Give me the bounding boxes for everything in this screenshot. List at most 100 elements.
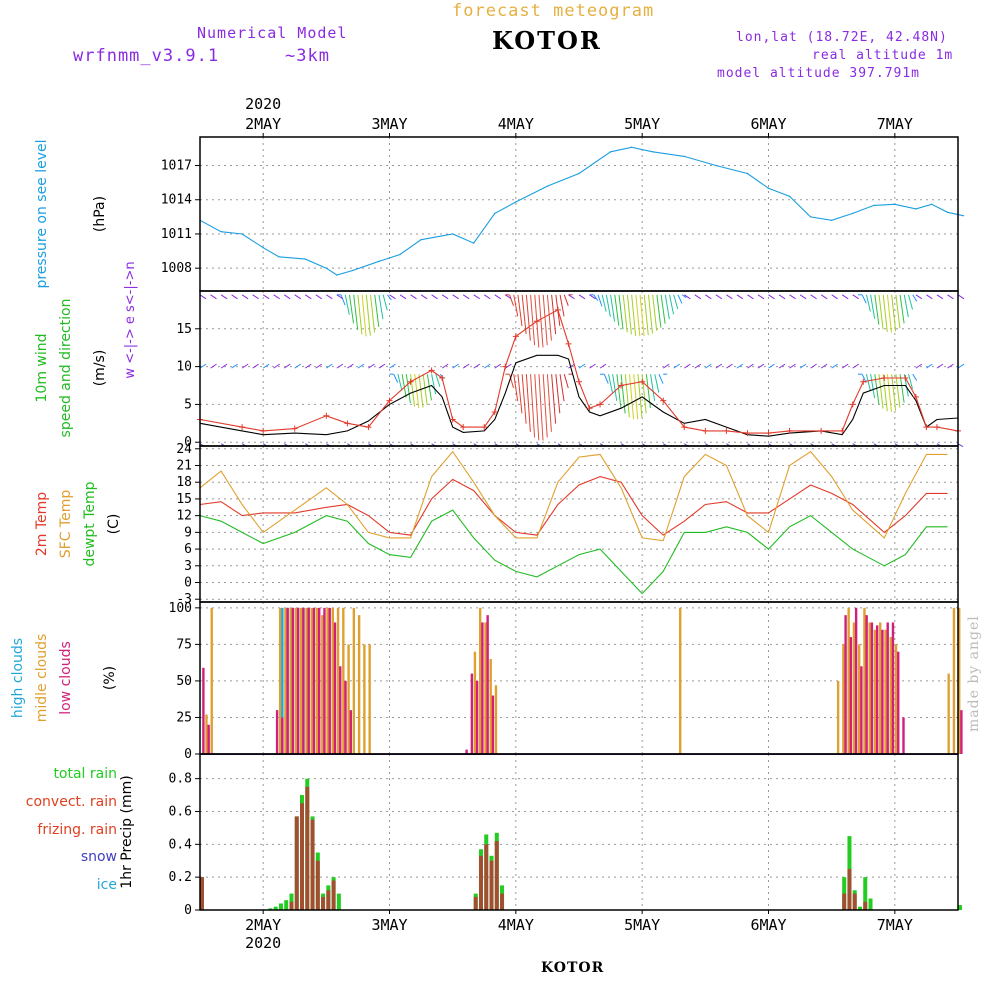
cloud-bar-mid	[336, 607, 340, 754]
precip-legend-total: total rain	[53, 766, 117, 782]
wind-barb-mid	[347, 363, 354, 369]
wind-direction-barb	[669, 294, 675, 315]
x-tick-label-bottom: 7MAY	[877, 916, 913, 934]
pressure-point	[873, 204, 875, 207]
cloud-bar-mid	[310, 607, 313, 754]
high-clouds-label: high clouds	[10, 638, 26, 718]
precip-bar-convect	[331, 880, 336, 910]
cloud-bar-low	[296, 607, 300, 754]
wind-direction-barb	[401, 374, 407, 398]
wind-direction-barb	[635, 294, 641, 337]
y-tick-label: 24	[176, 442, 192, 457]
wind-direction-barb	[865, 374, 871, 391]
wind-direction-barb	[903, 294, 909, 318]
wind-barb-mid	[757, 363, 765, 369]
wind-barb-top	[757, 294, 765, 300]
panel-frame-precip	[199, 753, 959, 911]
wind-barb-top	[820, 294, 828, 300]
wind-barb-mid	[305, 363, 312, 369]
model-resolution: ~3km	[285, 46, 330, 66]
wind-gust-point	[439, 374, 446, 381]
wind-barb-top	[462, 294, 470, 300]
wind-direction-barb	[353, 294, 359, 330]
wind-barb-top	[326, 294, 333, 300]
wind-direction-barb	[614, 294, 620, 326]
panel-bg-precip	[200, 754, 958, 910]
wind-direction-barb	[551, 374, 557, 424]
precip-bar-convect	[847, 868, 852, 910]
cloud-bar-low	[275, 710, 279, 754]
y-tick-label: 0	[184, 903, 192, 918]
wind-gust-point	[660, 397, 667, 404]
cloud-bar-low	[333, 622, 337, 754]
wind-barb-top	[715, 294, 723, 300]
precip-bar-convect	[294, 816, 299, 910]
cloud-bar-low	[475, 680, 479, 754]
wind-direction-barb	[612, 374, 618, 401]
wind-direction-barb	[418, 374, 424, 408]
wind-direction-barb	[658, 373, 664, 384]
y-tick-label: 25	[176, 710, 192, 725]
precip-bar-total	[278, 903, 283, 910]
wind-direction-barb	[660, 294, 666, 324]
cloud-bar-low	[849, 637, 853, 754]
cloud-bar-mid	[879, 622, 882, 754]
pressure-point	[451, 233, 454, 235]
x-tick-label-top: 6MAY	[750, 115, 786, 133]
y-tick-label: 0	[184, 576, 192, 591]
y-tick-label: 15	[176, 322, 192, 337]
wind-direction-barb	[605, 294, 611, 317]
wind-direction-barb	[517, 374, 523, 414]
wind-gust-point	[502, 363, 509, 370]
wind-barb-mid	[747, 363, 754, 369]
wind-barb-top	[726, 294, 733, 300]
x-tick-label-top: 3MAY	[371, 115, 407, 133]
panel-bg-temperature	[200, 446, 958, 602]
y-tick-label: 1014	[161, 193, 192, 208]
precip-bar-convect	[484, 844, 489, 910]
wind-barb-top	[736, 294, 744, 300]
wind-gust-point	[933, 424, 940, 431]
pressure-point	[946, 211, 949, 213]
wind-gust-point	[449, 416, 456, 423]
wind-barb-top	[747, 294, 754, 300]
wind-direction-barb	[513, 374, 519, 402]
wind-direction-barb	[891, 294, 897, 332]
cloud-bar-mid	[363, 644, 366, 754]
cloud-bar-mid	[357, 615, 361, 754]
pressure-point	[915, 208, 917, 210]
wind-direction-barb	[891, 374, 897, 411]
wind-barb-top	[483, 294, 491, 300]
cloud-bar-mid	[347, 644, 350, 754]
wind-barb-mid	[820, 363, 828, 369]
precip-legend-frizing: frizing. rain	[37, 822, 117, 838]
wind-direction-barb	[517, 294, 523, 326]
cloud-bar-mid	[894, 644, 898, 754]
wind-direction-barb	[410, 374, 416, 407]
cloud-bar-low	[886, 622, 889, 754]
y-tick-label: 10	[176, 360, 192, 375]
wind-barb-top	[568, 294, 575, 300]
cloud-bar-low	[318, 607, 321, 754]
precip-unit: 1hr Precip (mm)	[119, 775, 135, 888]
pressure-point	[788, 195, 791, 198]
pressure-point	[715, 164, 717, 167]
cloud-bar-mid	[868, 622, 871, 754]
wind-barb-mid	[462, 363, 470, 369]
model-name: wrfnmm_v3.9.1	[73, 46, 220, 66]
wind-gust-point	[481, 424, 488, 431]
wind-direction-barb	[340, 294, 346, 306]
cloud-bar-low	[207, 724, 210, 754]
cloud-bar-mid	[205, 714, 208, 754]
pressure-point	[894, 203, 896, 206]
wind-direction-barb	[631, 294, 637, 336]
wind-barb-top	[294, 294, 302, 300]
cloud-bar-mid	[473, 651, 477, 754]
wind-direction-barb	[397, 374, 403, 391]
cloud-bar-mid	[368, 644, 371, 754]
wind-barb-top	[452, 294, 459, 300]
wind-direction-barb	[647, 294, 653, 334]
y-tick-label: 3	[184, 559, 192, 574]
wind-barb-mid	[294, 363, 302, 369]
wind-direction-barb	[677, 294, 683, 304]
